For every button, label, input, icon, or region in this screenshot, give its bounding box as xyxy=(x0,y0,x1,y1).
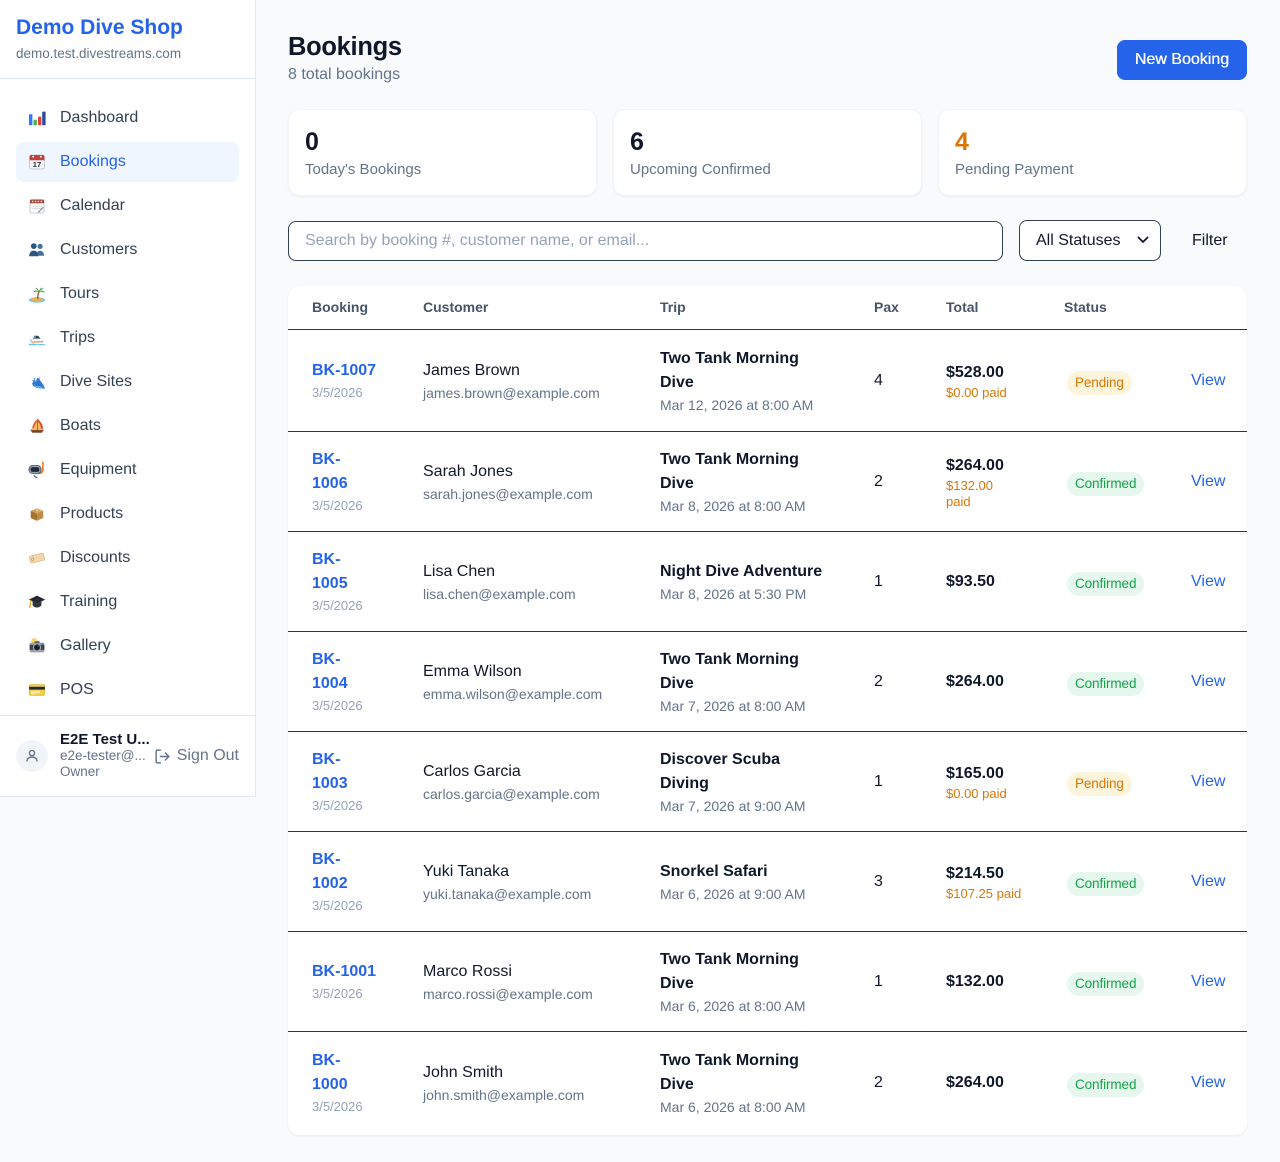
svg-text:17: 17 xyxy=(33,160,41,169)
